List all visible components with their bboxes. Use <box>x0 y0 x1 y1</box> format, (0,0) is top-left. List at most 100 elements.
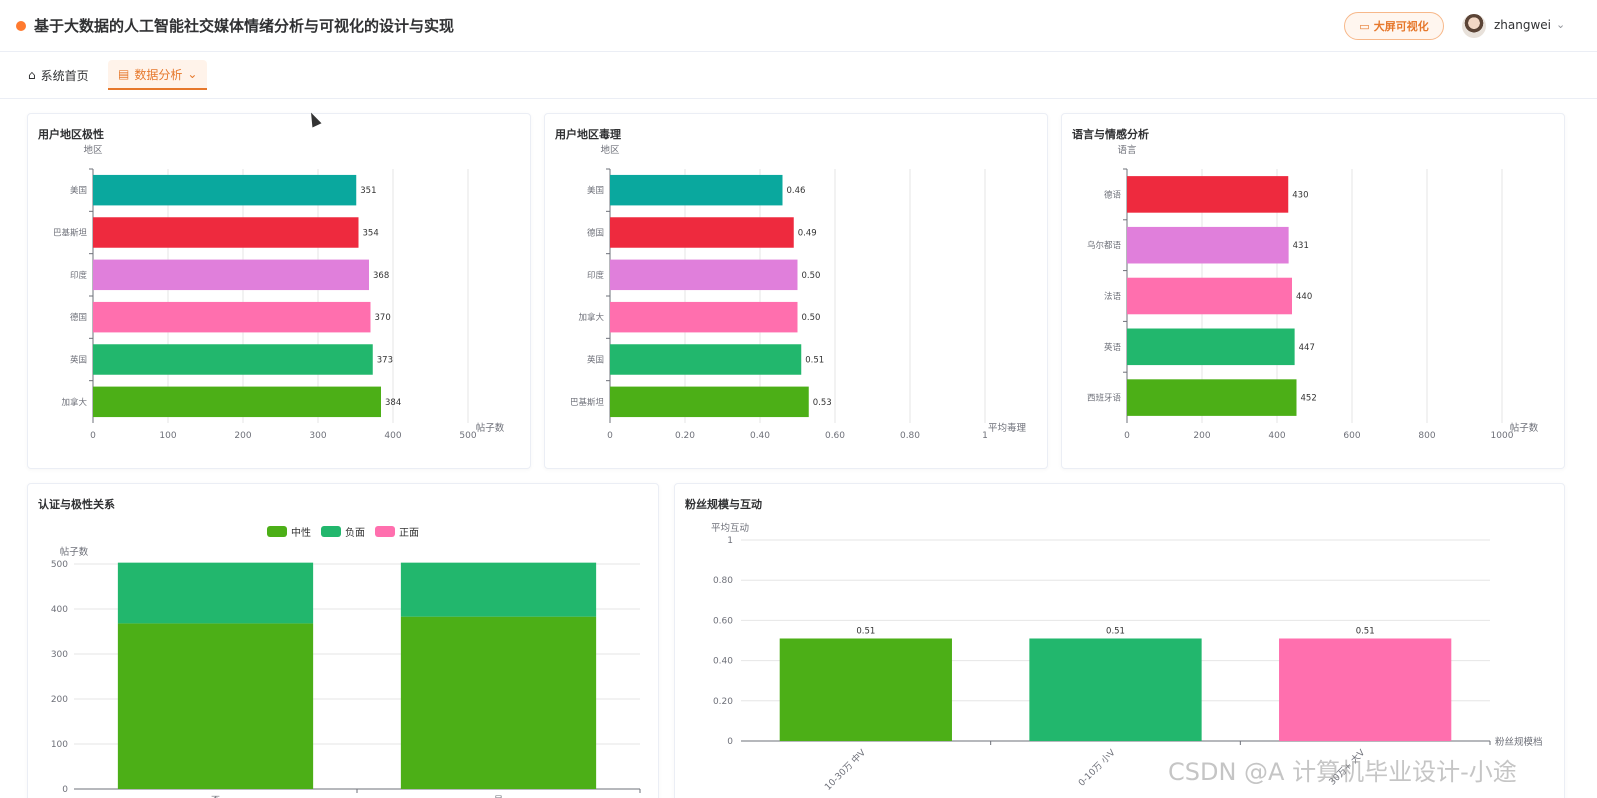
x-tick-label: 0.20 <box>675 431 695 441</box>
x-tick-label: 是 <box>494 795 503 798</box>
bar-value-label: 351 <box>360 186 376 196</box>
bar-value-label: 0.49 <box>798 229 817 239</box>
bar <box>93 259 369 291</box>
legend-label: 中性 <box>291 528 311 539</box>
y-tick-label: 西班牙语 <box>1087 393 1122 404</box>
chart-legend: 中性 负面 正面 <box>28 524 658 539</box>
avatar[interactable] <box>1462 14 1486 38</box>
legend-item[interactable]: 负面 <box>321 524 365 539</box>
chevron-down-icon[interactable]: ⌄ <box>1556 18 1566 31</box>
chart-title: 粉丝规模与互动 <box>685 498 762 511</box>
nav-item-analysis-label: 数据分析 <box>134 67 183 82</box>
y-tick-label: 印度 <box>70 270 88 281</box>
x-tick-label: 300 <box>309 431 326 441</box>
bar <box>1279 638 1452 741</box>
y-tick-label: 德国 <box>587 228 604 239</box>
bar-value-label: 0.51 <box>1106 626 1125 636</box>
bar-value-label: 354 <box>363 229 379 239</box>
x-tick-label: 400 <box>1268 431 1285 441</box>
legend-label: 正面 <box>399 528 419 539</box>
x-tick-label: 1000 <box>1491 431 1514 441</box>
y-tick-label: 英国 <box>70 355 87 366</box>
x-tick-label: 500 <box>459 431 476 441</box>
nav-item-home-label: 系统首页 <box>40 68 89 83</box>
bar-value-label: 430 <box>1292 190 1308 200</box>
y-axis-name: 语言 <box>1117 144 1137 156</box>
y-tick-label: 巴基斯坦 <box>570 397 605 408</box>
y-tick-label: 0 <box>727 737 733 747</box>
x-tick-label: 0.80 <box>900 431 920 441</box>
stacked-bar-segment <box>400 562 597 617</box>
chart-card-region-polarity: 用户地区极性 0 100 200 300 400 500 地区 帖子数 351 美国 354 巴基斯坦… <box>27 113 531 469</box>
y-tick-label: 英语 <box>1104 342 1122 353</box>
x-tick-label: 0.60 <box>825 431 845 441</box>
y-tick-label: 美国 <box>70 185 87 196</box>
bar-value-label: 440 <box>1296 292 1312 302</box>
bar <box>93 217 359 248</box>
y-tick-label: 英国 <box>587 355 604 366</box>
y-tick-label: 400 <box>51 605 68 615</box>
bar <box>610 217 794 248</box>
x-tick-label: 10-30万 中V <box>822 746 869 793</box>
stacked-bar-segment <box>117 623 314 789</box>
chart-card-region-toxicity: 用户地区毒理 0 0.20 0.40 0.60 0.80 1 地区 平均毒理 0.46 美国 0.4… <box>544 113 1048 469</box>
legend-swatch <box>321 526 341 537</box>
y-axis-name: 地区 <box>83 144 103 156</box>
x-tick-label: 0-10万 小V <box>1076 747 1118 789</box>
nav-item-analysis[interactable]: ▤ 数据分析 ⌄ <box>108 60 208 90</box>
bar-value-label: 0.53 <box>813 398 832 408</box>
top-header: 基于大数据的人工智能社交媒体情绪分析与可视化的设计与实现 ▭ 大屏可视化 zha… <box>0 0 1597 52</box>
bar-value-label: 370 <box>375 313 391 323</box>
bar <box>779 638 952 741</box>
x-axis-name: 平均毒理 <box>988 422 1027 434</box>
bar-value-label: 0.50 <box>802 313 821 323</box>
nav-bar: ⌂ 系统首页 ▤ 数据分析 ⌄ <box>0 53 1597 99</box>
bar <box>93 301 371 333</box>
chart-title: 语言与情感分析 <box>1072 128 1149 141</box>
y-tick-label: 德语 <box>1104 189 1122 200</box>
big-screen-button-label: 大屏可视化 <box>1373 20 1429 33</box>
legend-item[interactable]: 正面 <box>375 524 419 539</box>
bar <box>610 174 783 206</box>
username[interactable]: zhangwei <box>1494 18 1552 32</box>
bar-value-label: 0.46 <box>787 186 806 196</box>
bar <box>1127 379 1297 416</box>
legend-item[interactable]: 中性 <box>267 524 311 539</box>
x-tick-label: 1 <box>982 431 988 441</box>
y-tick-label: 0.60 <box>713 616 733 626</box>
bar-value-label: 0.51 <box>856 626 875 636</box>
bar <box>610 386 809 418</box>
bar <box>1127 277 1292 315</box>
y-tick-label: 乌尔都语 <box>1087 240 1122 251</box>
legend-swatch <box>267 526 287 537</box>
y-tick-label: 500 <box>51 560 68 570</box>
x-tick-label: 400 <box>384 431 401 441</box>
verification-polarity-chart: 0 100 200 300 400 500 帖子数否 是 <box>51 546 641 798</box>
stacked-bar-segment <box>400 616 597 789</box>
big-screen-button[interactable]: ▭ 大屏可视化 <box>1344 12 1444 40</box>
x-tick-label: 否 <box>211 795 220 798</box>
bar <box>93 386 381 418</box>
x-tick-label: 0.40 <box>750 431 770 441</box>
bar-value-label: 384 <box>385 398 401 408</box>
bar <box>610 301 798 333</box>
y-tick-label: 0.20 <box>713 697 733 707</box>
bar <box>610 259 798 291</box>
x-axis-name: 帖子数 <box>476 422 505 434</box>
x-axis-name: 粉丝规模档 <box>1495 736 1543 748</box>
chart-card-follower-interaction: 粉丝规模与互动 0 0.20 0.40 0.60 0.80 1 平均互动 粉丝规模档 0.51 1… <box>674 483 1565 798</box>
bar <box>1127 176 1289 213</box>
bar-value-label: 0.50 <box>802 271 821 281</box>
x-tick-label: 200 <box>1193 431 1210 441</box>
nav-item-home[interactable]: ⌂ 系统首页 <box>18 60 99 90</box>
y-tick-label: 美国 <box>587 185 604 196</box>
y-tick-label: 0.80 <box>713 576 733 586</box>
legend-label: 负面 <box>345 528 365 539</box>
chart-card-language-sentiment: 语言与情感分析 0 200 400 600 800 1000 语言 帖子数 430 德语 431 乌尔… <box>1061 113 1565 469</box>
y-tick-label: 0 <box>62 785 68 795</box>
y-tick-label: 100 <box>51 740 68 750</box>
bar <box>610 344 802 375</box>
x-axis-name: 帖子数 <box>1510 422 1539 434</box>
bar <box>93 344 373 375</box>
